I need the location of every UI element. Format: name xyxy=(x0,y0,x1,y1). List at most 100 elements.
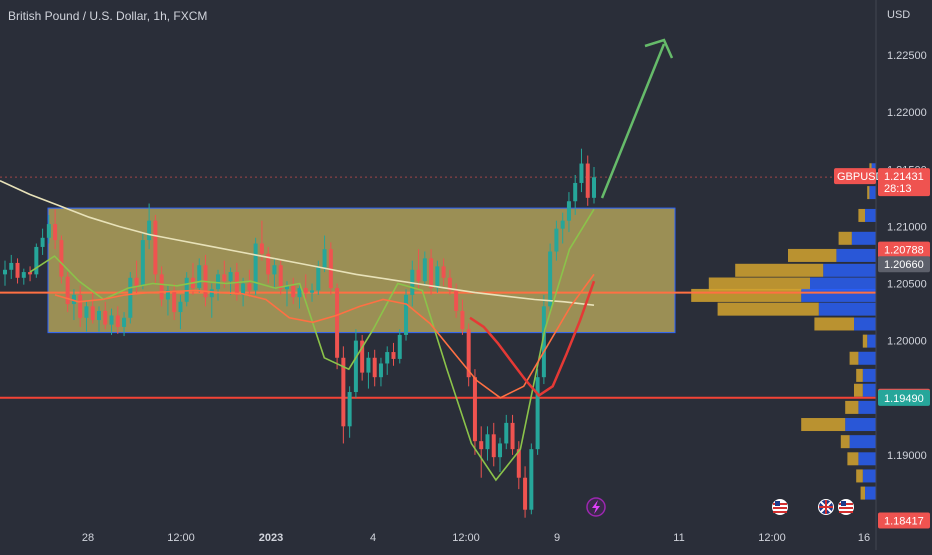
candle-body[interactable] xyxy=(472,377,477,442)
candle-body[interactable] xyxy=(216,274,221,290)
candle-body[interactable] xyxy=(310,290,315,293)
candle-body[interactable] xyxy=(554,228,559,252)
candle-body[interactable] xyxy=(566,201,571,221)
candle-body[interactable] xyxy=(140,240,145,286)
candle-body[interactable] xyxy=(178,301,183,313)
candle-body[interactable] xyxy=(548,251,553,307)
candle-body[interactable] xyxy=(259,243,264,254)
candle-body[interactable] xyxy=(115,315,120,327)
moving-average-line[interactable] xyxy=(29,208,595,482)
candle-body[interactable] xyxy=(422,258,427,282)
candle-body[interactable] xyxy=(429,258,434,289)
moving-average-line[interactable] xyxy=(0,179,595,306)
candle-body[interactable] xyxy=(209,289,214,298)
candle-body[interactable] xyxy=(3,269,7,275)
candle-body[interactable] xyxy=(460,310,465,330)
candle-body[interactable] xyxy=(53,224,58,241)
candle-body[interactable] xyxy=(253,243,258,291)
candle-body[interactable] xyxy=(341,357,346,427)
candle-body[interactable] xyxy=(241,283,246,295)
candle-body[interactable] xyxy=(222,274,227,282)
candle-body[interactable] xyxy=(284,285,289,290)
candle-body[interactable] xyxy=(184,277,189,302)
candle-body[interactable] xyxy=(347,392,352,427)
candle-body[interactable] xyxy=(266,253,271,275)
candle-body[interactable] xyxy=(291,285,296,298)
candle-body[interactable] xyxy=(128,277,133,318)
candle-body[interactable] xyxy=(21,272,26,278)
candle-body[interactable] xyxy=(579,163,584,183)
candle-body[interactable] xyxy=(247,283,252,291)
candle-body[interactable] xyxy=(441,266,446,278)
lightning-event-icon[interactable] xyxy=(586,497,606,517)
candle-body[interactable] xyxy=(416,269,421,282)
candle-body[interactable] xyxy=(454,290,459,311)
candle-body[interactable] xyxy=(504,422,509,444)
candle-body[interactable] xyxy=(96,310,101,321)
candle-body[interactable] xyxy=(335,288,340,358)
projection-arrow-line[interactable] xyxy=(600,43,666,199)
candle-body[interactable] xyxy=(15,262,20,278)
candle-body[interactable] xyxy=(109,315,114,325)
candle-body[interactable] xyxy=(153,220,158,275)
us-flag-icon[interactable] xyxy=(838,499,854,515)
candle-body[interactable] xyxy=(278,265,283,290)
candle-body[interactable] xyxy=(59,240,64,277)
candle-body[interactable] xyxy=(9,262,14,270)
candle-body[interactable] xyxy=(122,317,127,327)
candle-body[interactable] xyxy=(485,434,490,450)
candle-body[interactable] xyxy=(353,340,358,393)
candle-body[interactable] xyxy=(28,272,33,275)
candle-body[interactable] xyxy=(447,277,452,291)
candle-body[interactable] xyxy=(172,290,177,313)
candle-body[interactable] xyxy=(535,377,540,450)
moving-average-line[interactable] xyxy=(469,280,596,398)
candle-body[interactable] xyxy=(165,290,170,300)
candle-body[interactable] xyxy=(491,434,496,458)
candle-body[interactable] xyxy=(479,441,484,450)
candle-body[interactable] xyxy=(541,306,546,378)
candle-body[interactable] xyxy=(316,267,321,291)
candle-body[interactable] xyxy=(322,249,327,268)
candle-body[interactable] xyxy=(272,265,277,275)
candle-body[interactable] xyxy=(366,357,371,373)
candle-body[interactable] xyxy=(529,449,534,510)
candle-body[interactable] xyxy=(46,224,51,238)
candle-body[interactable] xyxy=(391,352,396,359)
candle-body[interactable] xyxy=(498,443,503,458)
candle-body[interactable] xyxy=(510,422,515,450)
candle-body[interactable] xyxy=(378,363,383,378)
candle-body[interactable] xyxy=(573,182,578,202)
candle-body[interactable] xyxy=(592,177,596,198)
candle-body[interactable] xyxy=(523,477,528,510)
moving-average-line[interactable] xyxy=(54,273,595,399)
candle-body[interactable] xyxy=(404,294,409,335)
candle-body[interactable] xyxy=(466,329,471,378)
candle-body[interactable] xyxy=(197,265,202,289)
candle-body[interactable] xyxy=(40,237,45,247)
candle-body[interactable] xyxy=(297,288,302,298)
candle-body[interactable] xyxy=(234,272,239,295)
candle-body[interactable] xyxy=(159,274,164,300)
candle-body[interactable] xyxy=(65,276,70,305)
candle-body[interactable] xyxy=(385,352,390,364)
candle-body[interactable] xyxy=(34,246,39,275)
candle-body[interactable] xyxy=(228,272,233,282)
candle-body[interactable] xyxy=(84,306,89,318)
candle-body[interactable] xyxy=(90,306,95,321)
candle-body[interactable] xyxy=(360,340,365,373)
candle-body[interactable] xyxy=(585,163,590,198)
candle-body[interactable] xyxy=(435,266,440,289)
candle-body[interactable] xyxy=(516,449,521,478)
consolidation-zone[interactable] xyxy=(47,207,676,334)
candle-body[interactable] xyxy=(71,294,76,305)
us-flag-icon[interactable] xyxy=(772,499,788,515)
candle-body[interactable] xyxy=(103,310,108,325)
candle-body[interactable] xyxy=(147,220,152,241)
candle-body[interactable] xyxy=(560,220,565,229)
candle-body[interactable] xyxy=(134,277,139,286)
candle-body[interactable] xyxy=(397,334,402,359)
uk-flag-icon[interactable] xyxy=(818,499,834,515)
candle-body[interactable] xyxy=(303,288,308,293)
